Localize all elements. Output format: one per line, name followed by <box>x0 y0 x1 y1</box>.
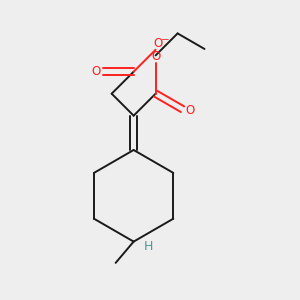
Text: H: H <box>144 240 153 253</box>
Text: O: O <box>92 64 100 77</box>
Text: O: O <box>151 50 160 62</box>
Text: O: O <box>154 37 163 50</box>
Text: O: O <box>185 104 194 117</box>
Text: −: − <box>161 35 170 45</box>
